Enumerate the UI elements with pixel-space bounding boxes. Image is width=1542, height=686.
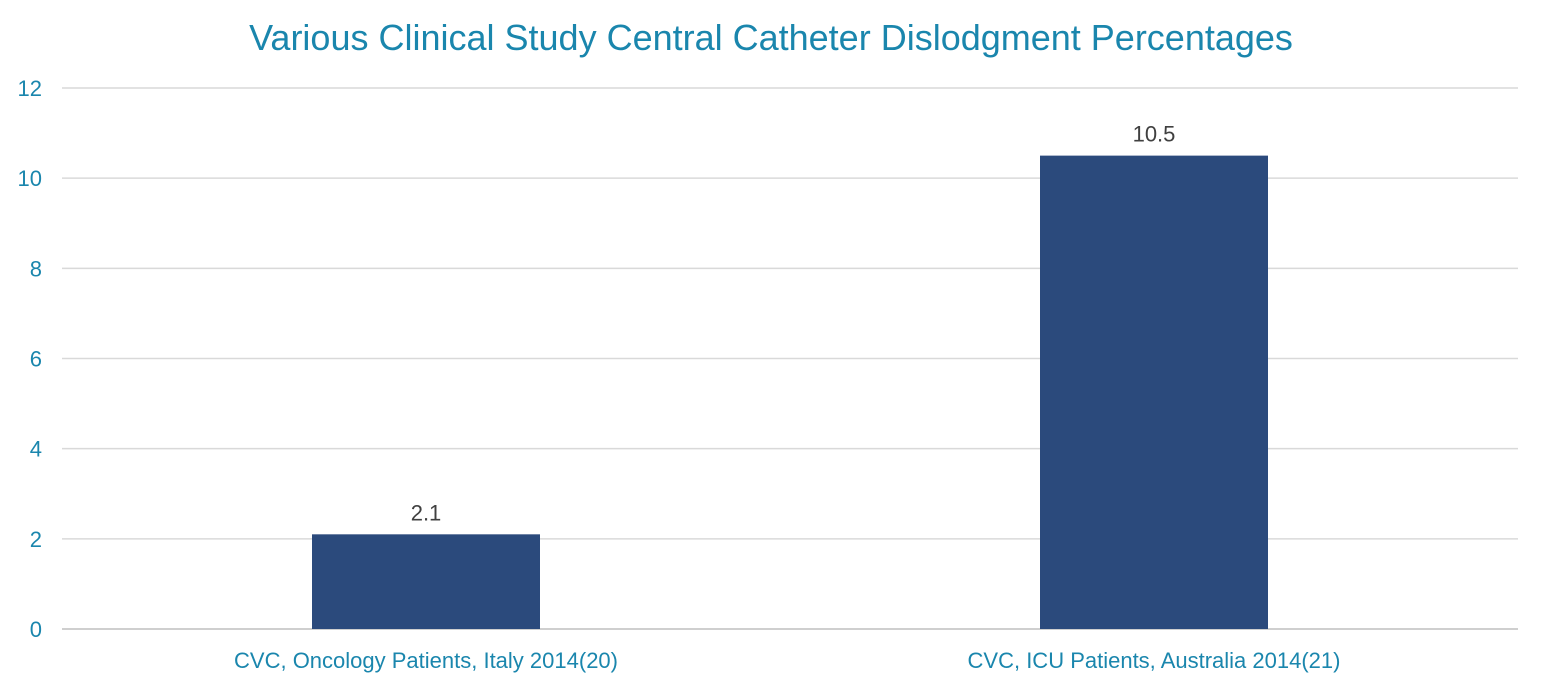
x-axis-ticks: CVC, Oncology Patients, Italy 2014(20) CV… <box>234 648 1340 673</box>
y-tick-label: 6 <box>30 347 42 372</box>
x-tick-label: CVC, Oncology Patients, Italy 2014(20) <box>234 648 618 673</box>
data-label: 10.5 <box>1133 122 1176 147</box>
y-tick-label: 4 <box>30 437 42 462</box>
y-axis-ticks: 0 2 4 6 8 10 12 <box>18 76 42 642</box>
chart-title: Various Clinical Study Central Catheter … <box>249 17 1293 58</box>
y-tick-label: 10 <box>18 166 42 191</box>
y-tick-label: 12 <box>18 76 42 101</box>
y-tick-label: 2 <box>30 527 42 552</box>
bar-1 <box>312 534 540 629</box>
x-tick-label: CVC, ICU Patients, Australia 2014(21) <box>968 648 1341 673</box>
y-tick-label: 0 <box>30 617 42 642</box>
y-tick-label: 8 <box>30 256 42 281</box>
bar-2 <box>1040 155 1268 629</box>
gridlines <box>62 87 1518 630</box>
data-labels: 2.1 10.5 <box>411 122 1176 526</box>
data-label: 2.1 <box>411 500 442 525</box>
bars <box>312 155 1268 629</box>
